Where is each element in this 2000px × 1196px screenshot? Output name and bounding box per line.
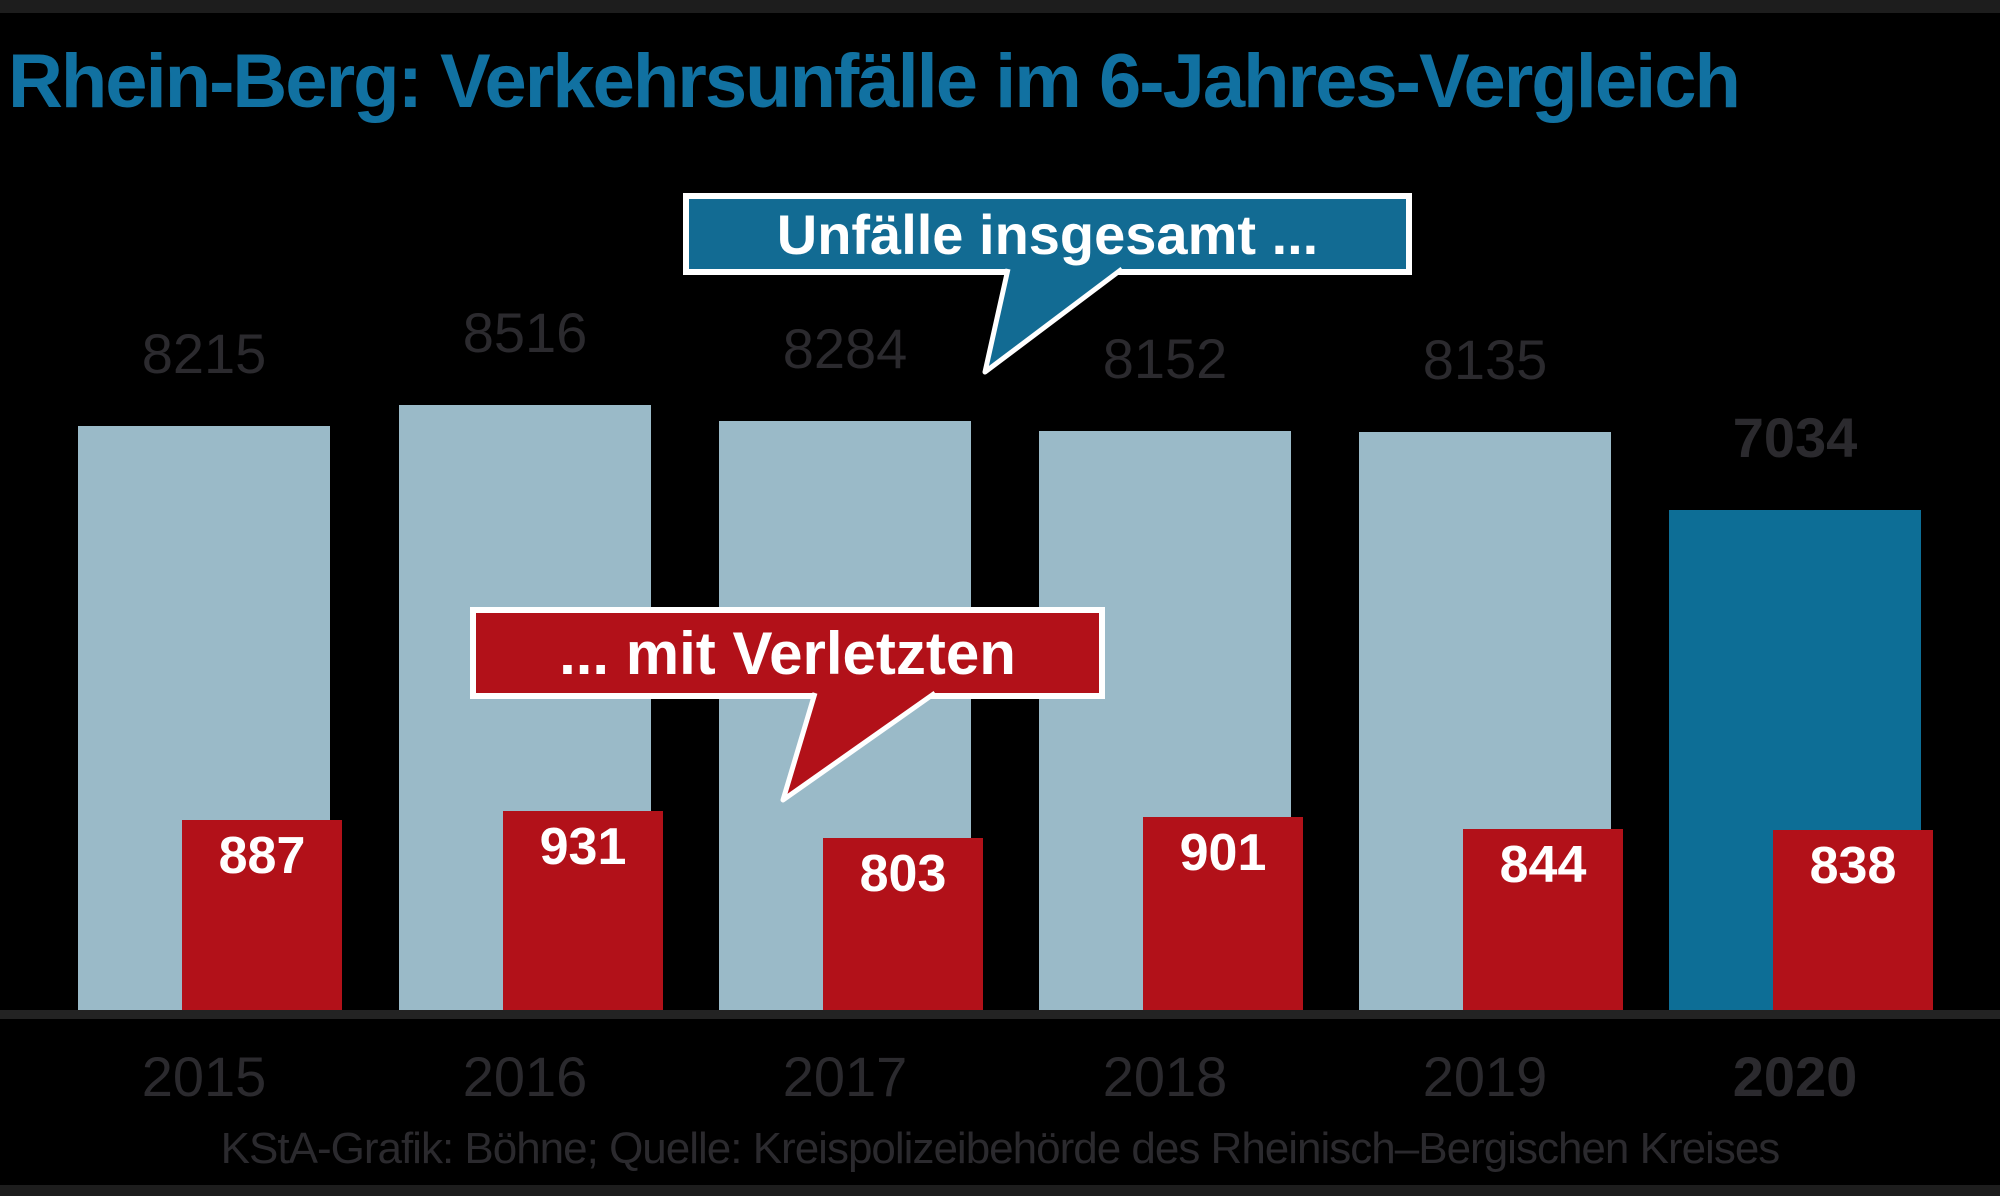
bar-injured-2018 bbox=[1143, 817, 1303, 1010]
x-tick-label-2020: 2020 bbox=[1732, 1045, 1858, 1108]
x-tick-label-2016: 2016 bbox=[462, 1045, 588, 1108]
value-label-injured-2020: 838 bbox=[1809, 837, 1897, 895]
bar-injured-2019 bbox=[1463, 829, 1623, 1010]
value-label-total-2015: 8215 bbox=[141, 322, 267, 385]
x-axis-line bbox=[0, 1010, 2000, 1019]
bar-injured-2020 bbox=[1773, 830, 1933, 1010]
callout-with-injured: ... mit Verletzten bbox=[470, 607, 1105, 699]
value-label-injured-2015: 887 bbox=[218, 827, 306, 885]
callout-total-accidents: Unfälle insgesamt ... bbox=[683, 193, 1412, 275]
value-label-total-2017: 8284 bbox=[782, 317, 908, 380]
chart-title: Rhein-Berg: Verkehrsunfälle im 6-Jahres-… bbox=[8, 39, 1741, 124]
x-tick-label-2018: 2018 bbox=[1102, 1045, 1228, 1108]
top-border-strip bbox=[0, 0, 2000, 13]
bar-injured-2015 bbox=[182, 820, 342, 1010]
source-credit: KStA-Grafik: Böhne; Quelle: Kreispolizei… bbox=[220, 1124, 1781, 1173]
value-label-injured-2016: 931 bbox=[539, 818, 627, 876]
value-label-injured-2017: 803 bbox=[859, 845, 947, 903]
value-label-injured-2019: 844 bbox=[1499, 836, 1587, 894]
x-tick-label-2015: 2015 bbox=[141, 1045, 267, 1108]
x-tick-label-2019: 2019 bbox=[1422, 1045, 1548, 1108]
bar-injured-2017 bbox=[823, 838, 983, 1010]
bar-injured-2016 bbox=[503, 811, 663, 1010]
value-label-total-2018: 8152 bbox=[1102, 327, 1228, 390]
callout-injured-label: ... mit Verletzten bbox=[559, 619, 1016, 687]
value-label-total-2020: 7034 bbox=[1732, 406, 1858, 469]
value-label-total-2019: 8135 bbox=[1422, 328, 1548, 391]
x-tick-label-2017: 2017 bbox=[782, 1045, 908, 1108]
bottom-border-strip bbox=[0, 1185, 2000, 1196]
value-label-total-2016: 8516 bbox=[462, 301, 588, 364]
value-label-injured-2018: 901 bbox=[1179, 824, 1267, 882]
callout-total-label: Unfälle insgesamt ... bbox=[776, 202, 1319, 266]
